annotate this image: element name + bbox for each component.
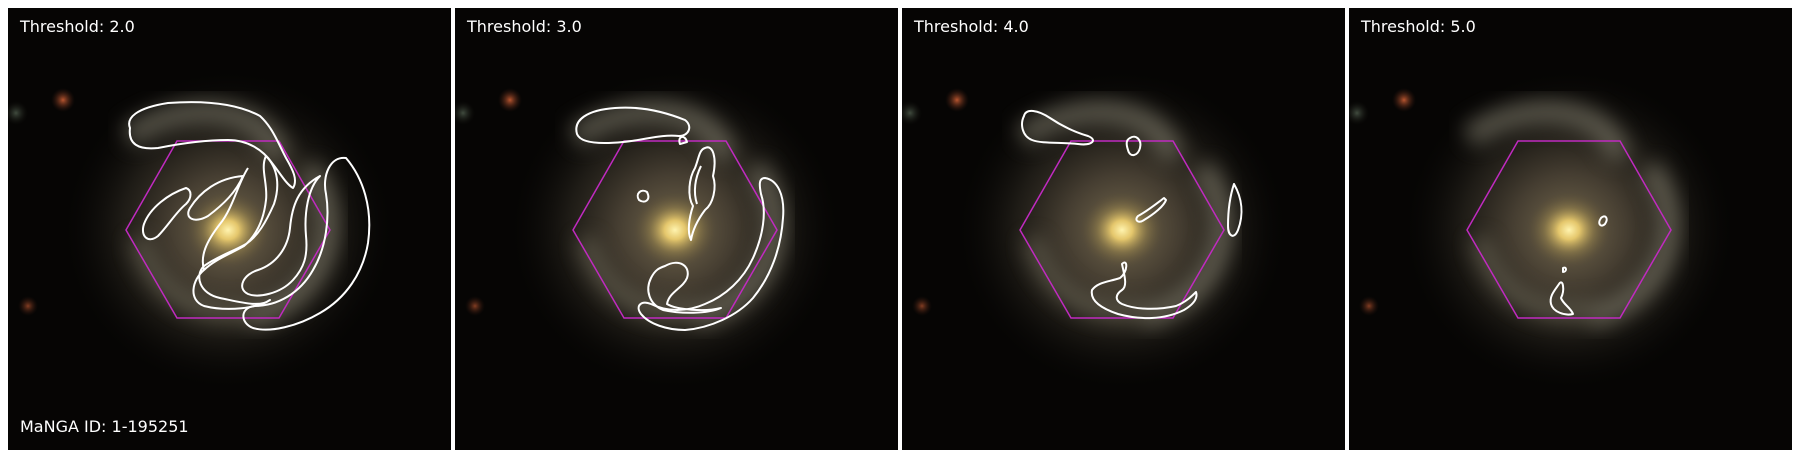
spiral-arms [1461,99,1680,329]
threshold-label: Threshold: 3.0 [467,17,582,36]
background-star [1349,101,1369,125]
ifu-hexagon [1466,140,1672,319]
background-star [18,296,38,316]
ifu-hexagon [125,140,331,319]
threshold-label: Threshold: 2.0 [20,17,135,36]
background-star [465,296,485,316]
manga-id-label: MaNGA ID: 1-195251 [20,417,189,436]
contours [575,106,785,331]
galaxy-core [1080,192,1164,268]
background-star [455,101,475,125]
galaxy-panel-threshold-3: Threshold: 3.0 [455,8,898,450]
contours [1021,110,1243,320]
background-star [51,88,75,112]
galaxy-core [1527,192,1611,268]
background-star [8,101,28,125]
galaxy-core [186,192,270,268]
background-star [945,88,969,112]
threshold-label: Threshold: 4.0 [914,17,1029,36]
background-star [1359,296,1379,316]
background-star [1392,88,1416,112]
background-star [902,101,922,125]
galaxy-image [455,8,898,450]
contours [1549,215,1608,316]
galaxy-image [902,8,1345,450]
galaxy-image [1349,8,1792,450]
galaxy-panel-threshold-4: Threshold: 4.0 [902,8,1345,450]
background-star [498,88,522,112]
galaxy-panel-threshold-5: Threshold: 5.0 [1349,8,1792,450]
background-star [912,296,932,316]
threshold-label: Threshold: 5.0 [1361,17,1476,36]
galaxy-core [633,192,717,268]
galaxy-panel-threshold-2: Threshold: 2.0 MaNGA ID: 1-195251 [8,8,451,450]
ifu-hexagon [1019,140,1225,319]
contours [128,101,371,331]
spiral-arms [120,99,339,329]
galaxy-image [8,8,451,450]
